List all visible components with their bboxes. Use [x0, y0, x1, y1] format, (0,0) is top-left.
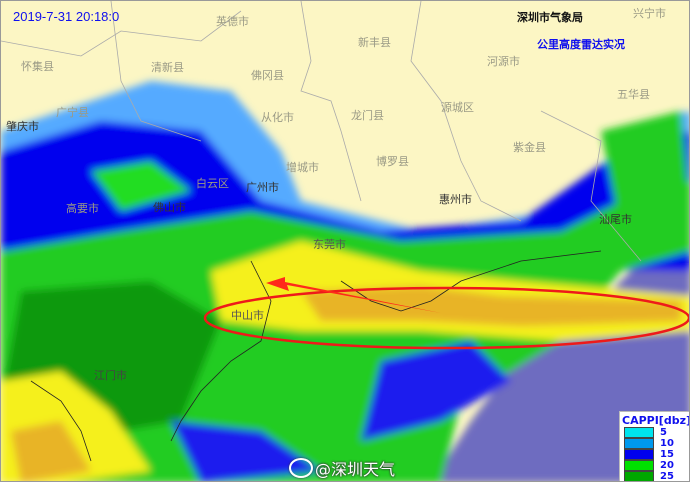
- city-label: 清新县: [151, 61, 184, 74]
- legend-label: 20: [660, 460, 674, 471]
- legend-item: 15: [624, 449, 689, 460]
- legend-label: 10: [660, 438, 674, 449]
- legend-item: 10: [624, 438, 689, 449]
- legend-swatch: [624, 471, 654, 481]
- echo-blue-sea: [361, 341, 511, 441]
- city-label: 紫金县: [513, 141, 546, 154]
- legend-swatch: [624, 449, 654, 460]
- agency-name: 深圳市气象局: [517, 11, 583, 24]
- city-label: 龙门县: [351, 109, 384, 122]
- city-label: 广宁县: [56, 106, 89, 119]
- city-label: 高要市: [66, 202, 99, 215]
- city-label: 增城市: [286, 161, 319, 174]
- coastline: [30, 250, 602, 462]
- city-label: 白云区: [196, 177, 229, 190]
- legend-title: CAPPI[dbz]: [622, 414, 690, 427]
- city-label: 从化市: [261, 111, 294, 124]
- legend-swatch: [624, 438, 654, 449]
- city-label: 肇庆市: [6, 120, 39, 133]
- city-label: 中山市: [231, 309, 264, 322]
- city-label: 英德市: [216, 15, 249, 28]
- highlight-ellipse: [203, 286, 689, 350]
- city-label: 新丰县: [358, 36, 391, 49]
- product-title: 公里高度雷达实况: [537, 38, 625, 51]
- legend: CAPPI[dbz] 5 10 15 20 25: [619, 411, 690, 482]
- city-label: 惠州市: [439, 193, 472, 206]
- legend-item: 5: [624, 427, 689, 438]
- legend-swatch: [624, 460, 654, 471]
- city-label: 东莞市: [313, 238, 346, 251]
- echo-orange-band: [301, 286, 681, 326]
- admin-boundaries: [1, 1, 642, 262]
- city-label: 五华县: [617, 88, 650, 101]
- legend-item: 20: [624, 460, 689, 471]
- city-label: 兴宁市: [633, 7, 666, 20]
- legend-label: 25: [660, 471, 674, 482]
- city-label: 江门市: [94, 369, 127, 382]
- city-label: 源城区: [441, 101, 474, 114]
- city-label: 怀集县: [21, 60, 54, 73]
- weibo-logo-icon: [289, 458, 313, 478]
- city-label: 广州市: [246, 181, 279, 194]
- timestamp: 2019-7-31 20:18:0: [13, 9, 120, 24]
- echo-orange-sw: [11, 421, 91, 481]
- legend-label: 5: [660, 427, 667, 438]
- legend-label: 15: [660, 449, 674, 460]
- echo-green-ne: [601, 111, 689, 231]
- watermark: @深圳天气: [315, 460, 396, 479]
- city-label: 佛山市: [153, 201, 186, 214]
- echo-green-north: [91, 161, 191, 211]
- legend-item: 25: [624, 471, 689, 482]
- city-label: 佛冈县: [251, 69, 284, 82]
- legend-swatch: [624, 427, 654, 438]
- echo-blue-south: [171, 421, 321, 481]
- city-label: 汕尾市: [599, 213, 632, 226]
- city-label: 博罗县: [376, 155, 409, 168]
- direction-arrow: [266, 277, 441, 313]
- city-label: 河源市: [487, 55, 520, 68]
